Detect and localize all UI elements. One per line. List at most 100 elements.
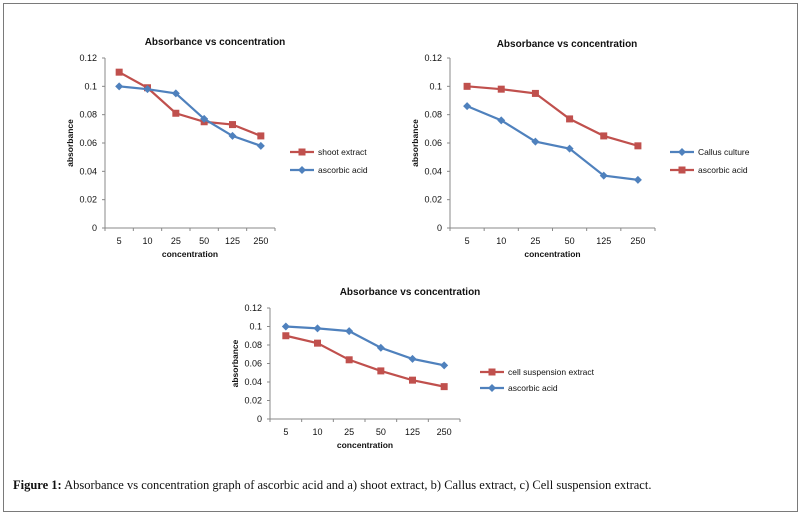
y-tick-label: 0.12 — [424, 53, 442, 63]
legend-label-ascorbic-acid: ascorbic acid — [508, 383, 558, 393]
legend-label-ascorbic-acid: ascorbic acid — [698, 165, 748, 175]
x-tick-label: 125 — [596, 236, 611, 246]
data-point-cell-suspension-extract — [345, 356, 353, 364]
x-tick-label: 5 — [283, 427, 288, 437]
data-point-ascorbic-acid — [463, 82, 471, 90]
chart-cell-suspension: Absorbance vs concentration 0 0.02 0.04 0.06… — [230, 287, 595, 450]
series-line-shoot-extract — [118, 71, 262, 137]
legend-label-shoot-extract: shoot extract — [318, 147, 367, 157]
y-tick-label: 0.04 — [424, 166, 442, 176]
figure-frame — [3, 3, 798, 512]
figure-caption: Figure 1: Absorbance vs concentration gr… — [13, 478, 793, 493]
data-point-cell-suspension-extract — [377, 367, 385, 375]
y-axis-label: absorbance — [230, 339, 240, 387]
y-tick-label: 0.08 — [424, 110, 442, 120]
data-point-ascorbic-acid — [531, 89, 539, 97]
data-point-callus-culture — [633, 175, 642, 184]
y-tick-label: 0 — [92, 223, 97, 233]
legend-marker-shoot-extract — [298, 148, 306, 156]
y-tick-label: 0.12 — [244, 303, 262, 313]
data-point-shoot-extract — [257, 132, 265, 140]
x-tick-label: 125 — [405, 427, 420, 437]
y-tick-label: 0.02 — [424, 195, 442, 205]
legend-marker-cell-suspension-extract — [488, 368, 496, 376]
legend-label-cell-suspension-extract: cell suspension extract — [508, 367, 595, 377]
data-point-ascorbic-acid — [256, 141, 265, 150]
x-tick-label: 25 — [171, 236, 181, 246]
data-point-callus-culture — [565, 144, 574, 153]
data-point-ascorbic-acid — [600, 132, 608, 140]
data-point-shoot-extract — [229, 121, 236, 129]
y-tick-label: 0.08 — [244, 340, 262, 350]
y-axis-label: absorbance — [410, 119, 420, 167]
series-line-callus-culture — [466, 105, 639, 181]
data-point-ascorbic-acid — [200, 114, 209, 123]
legend-marker-ascorbic-acid — [488, 384, 496, 392]
x-tick-label: 50 — [565, 236, 575, 246]
data-point-ascorbic-acid — [566, 115, 574, 123]
x-tick-label: 5 — [117, 236, 122, 246]
x-tick-label: 25 — [530, 236, 540, 246]
series-line-ascorbic-acid — [119, 85, 262, 147]
x-tick-label: 250 — [630, 236, 645, 246]
data-point-ascorbic-acid — [171, 89, 180, 98]
x-axis-label: concentration — [337, 440, 393, 450]
data-point-cell-suspension-extract — [314, 339, 321, 347]
data-point-ascorbic-acid — [281, 322, 290, 331]
x-axis-label: concentration — [162, 249, 218, 259]
y-tick-label: 0.02 — [244, 396, 262, 406]
data-point-ascorbic-acid — [115, 82, 124, 91]
y-axis-label: absorbance — [65, 119, 75, 167]
y-tick-label: 0.1 — [84, 81, 97, 91]
legend-marker-callus-culture — [678, 148, 686, 156]
y-tick-label: 0.02 — [79, 195, 97, 205]
data-point-cell-suspension-extract — [282, 332, 290, 340]
chart-title: Absorbance vs concentration — [497, 39, 638, 50]
y-tick-label: 0.04 — [79, 166, 97, 176]
y-tick-label: 0 — [437, 223, 442, 233]
x-tick-label: 50 — [199, 236, 209, 246]
series-line-cell-suspension-extract — [285, 334, 445, 388]
data-point-ascorbic-acid — [440, 361, 449, 370]
x-tick-label: 10 — [312, 427, 322, 437]
series-line-ascorbic-acid — [285, 325, 445, 367]
data-point-callus-culture — [599, 171, 608, 180]
data-point-callus-culture — [531, 137, 540, 146]
data-point-ascorbic-acid — [228, 131, 237, 140]
data-point-ascorbic-acid — [313, 324, 322, 333]
data-point-ascorbic-acid — [376, 343, 385, 352]
legend-label-callus-culture: Callus culture — [698, 147, 750, 157]
y-tick-label: 0.12 — [79, 53, 97, 63]
data-point-shoot-extract — [172, 109, 180, 117]
chart-title: Absorbance vs concentration — [340, 287, 481, 298]
x-tick-label: 50 — [376, 427, 386, 437]
y-tick-label: 0.04 — [244, 377, 262, 387]
chart-shoot-extract: Absorbance vs concentration 0 0.02 0.04 0.06… — [65, 37, 368, 259]
caption-label: Figure 1: — [13, 478, 62, 492]
chart-title: Absorbance vs concentration — [145, 37, 286, 48]
data-point-cell-suspension-extract — [409, 376, 416, 384]
x-axis-label: concentration — [524, 249, 580, 259]
x-tick-label: 5 — [465, 236, 470, 246]
y-tick-label: 0.08 — [79, 110, 97, 120]
legend-marker-ascorbic-acid — [298, 166, 306, 174]
data-point-shoot-extract — [115, 68, 123, 76]
legend-label-ascorbic-acid: ascorbic acid — [318, 165, 368, 175]
data-point-ascorbic-acid — [408, 354, 417, 363]
data-point-callus-culture — [497, 116, 506, 125]
data-point-callus-culture — [463, 102, 472, 111]
y-tick-label: 0.06 — [424, 138, 442, 148]
x-tick-label: 125 — [225, 236, 240, 246]
x-tick-label: 10 — [496, 236, 506, 246]
data-point-ascorbic-acid — [497, 85, 505, 93]
y-tick-label: 0.06 — [79, 138, 97, 148]
y-tick-label: 0 — [257, 414, 262, 424]
y-tick-label: 0.06 — [244, 359, 262, 369]
x-tick-label: 250 — [253, 236, 268, 246]
y-tick-label: 0.1 — [249, 322, 262, 332]
caption-text: Absorbance vs concentration graph of asc… — [64, 478, 652, 492]
data-point-cell-suspension-extract — [440, 383, 448, 391]
data-point-ascorbic-acid — [345, 327, 354, 336]
series-line-ascorbic-acid — [466, 85, 639, 147]
data-point-ascorbic-acid — [634, 142, 642, 150]
